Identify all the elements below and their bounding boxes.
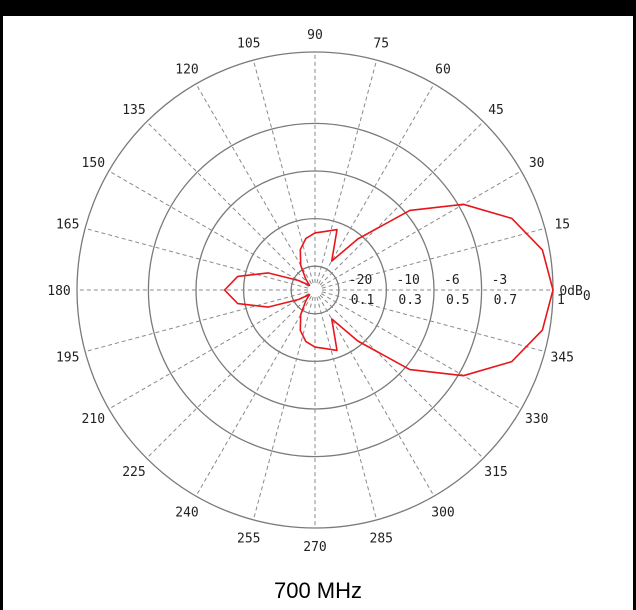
angle-tick-label: 180 bbox=[47, 284, 70, 299]
radial-db-tick-label: -6 bbox=[444, 273, 460, 288]
radial-db-tick-label: -3 bbox=[492, 273, 508, 288]
angle-tick-label: 75 bbox=[373, 37, 389, 52]
angle-tick-label: 105 bbox=[237, 37, 260, 52]
grid-spoke-165 bbox=[84, 227, 309, 289]
angle-tick-label: 0dB0 bbox=[559, 284, 590, 304]
angle-tick-label: 15 bbox=[554, 218, 570, 233]
grid-spoke-300 bbox=[318, 295, 435, 497]
radial-linear-tick-label: 0.7 bbox=[494, 293, 517, 308]
angle-tick-label: 150 bbox=[82, 156, 105, 171]
grid-spoke-225 bbox=[146, 294, 311, 459]
radial-linear-tick-label: 0.5 bbox=[446, 293, 469, 308]
grid-spoke-30 bbox=[320, 170, 522, 287]
grid-spoke-15 bbox=[321, 227, 546, 289]
grid-spoke-345 bbox=[321, 291, 546, 353]
grid-spoke-75 bbox=[316, 59, 378, 284]
angle-tick-label: 120 bbox=[175, 62, 198, 77]
grid-ring-2 bbox=[195, 170, 435, 410]
label-layer: 0dB0 15 30 45 60 75 90 105 120 135 150 165 180 195 210… bbox=[47, 28, 590, 555]
angle-tick-label: 195 bbox=[56, 350, 79, 365]
grid-ring-3 bbox=[147, 122, 483, 458]
angle-tick-label: 90 bbox=[307, 28, 323, 43]
angle-tick-label: 135 bbox=[122, 103, 145, 118]
angle-tick-label: 270 bbox=[303, 540, 326, 555]
radial-db-tick-label: -20 bbox=[349, 273, 372, 288]
angle-tick-label: 45 bbox=[488, 103, 504, 118]
angle-tick-label: 300 bbox=[431, 506, 454, 521]
grid-spoke-240 bbox=[195, 295, 312, 497]
chart-caption: 700 MHz bbox=[273, 578, 363, 603]
grid-spoke-45 bbox=[319, 121, 484, 286]
grid-spoke-285 bbox=[316, 296, 378, 521]
angle-tick-label: 285 bbox=[370, 531, 393, 546]
grid-spoke-330 bbox=[320, 293, 522, 410]
grid-spoke-255 bbox=[252, 296, 314, 521]
grid-spoke-135 bbox=[146, 121, 311, 286]
grid-spoke-315 bbox=[319, 294, 484, 459]
radial-linear-tick-label: 0.1 bbox=[351, 293, 374, 308]
series-layer bbox=[223, 203, 554, 377]
series-0-line bbox=[223, 203, 554, 377]
angle-tick-label: 210 bbox=[82, 412, 105, 427]
radial-linear-tick-label: 0.3 bbox=[398, 293, 421, 308]
angle-tick-label: 225 bbox=[122, 465, 145, 480]
angle-tick-label: 315 bbox=[484, 465, 507, 480]
grid-spoke-210 bbox=[108, 293, 310, 410]
angle-tick-label: 240 bbox=[175, 506, 198, 521]
grid-spoke-120 bbox=[195, 83, 312, 285]
polar-grid bbox=[76, 51, 554, 529]
angle-tick-label: 345 bbox=[551, 350, 574, 365]
angle-tick-label: 255 bbox=[237, 531, 260, 546]
grid-spoke-195 bbox=[84, 291, 309, 353]
angle-tick-label: 30 bbox=[529, 156, 545, 171]
angle-tick-label: 165 bbox=[56, 218, 79, 233]
radial-linear-tick-label: 1 bbox=[557, 293, 565, 308]
grid-spoke-150 bbox=[108, 170, 310, 287]
radial-db-tick-label: -10 bbox=[396, 273, 419, 288]
grid-spoke-60 bbox=[318, 83, 435, 285]
angle-tick-label: 60 bbox=[435, 62, 451, 77]
grid-spoke-105 bbox=[252, 59, 314, 284]
angle-tick-label: 330 bbox=[525, 412, 548, 427]
